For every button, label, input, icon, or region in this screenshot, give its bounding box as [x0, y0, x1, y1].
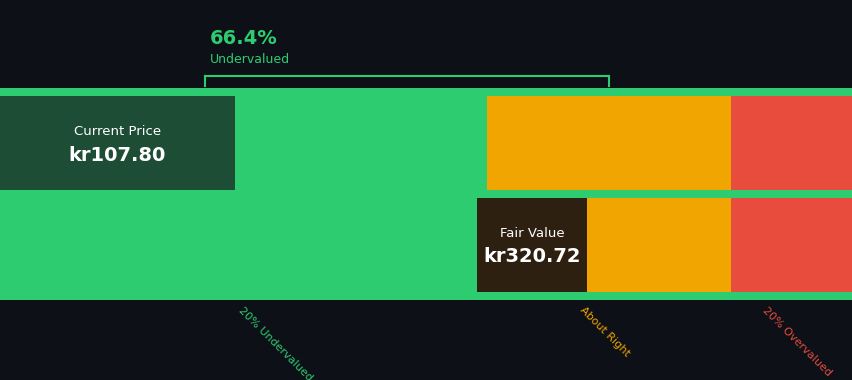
Bar	[0, 88, 852, 96]
Bar	[0, 198, 486, 292]
Bar	[0, 292, 852, 300]
Bar	[486, 96, 730, 190]
Bar	[477, 198, 587, 292]
Bar	[0, 96, 234, 190]
Text: About Right: About Right	[577, 305, 630, 359]
Text: Fair Value: Fair Value	[499, 226, 564, 239]
Text: kr320.72: kr320.72	[483, 247, 580, 266]
Bar	[0, 190, 852, 198]
Bar	[730, 96, 852, 190]
Text: 20% Undervalued: 20% Undervalued	[236, 305, 314, 380]
Text: 66.4%: 66.4%	[210, 29, 277, 48]
Bar	[730, 198, 852, 292]
Bar	[486, 198, 730, 292]
Bar	[0, 96, 486, 190]
Text: Current Price: Current Price	[74, 125, 161, 138]
Text: kr107.80: kr107.80	[69, 146, 166, 165]
Text: 20% Overvalued: 20% Overvalued	[760, 305, 832, 378]
Text: Undervalued: Undervalued	[210, 53, 290, 66]
